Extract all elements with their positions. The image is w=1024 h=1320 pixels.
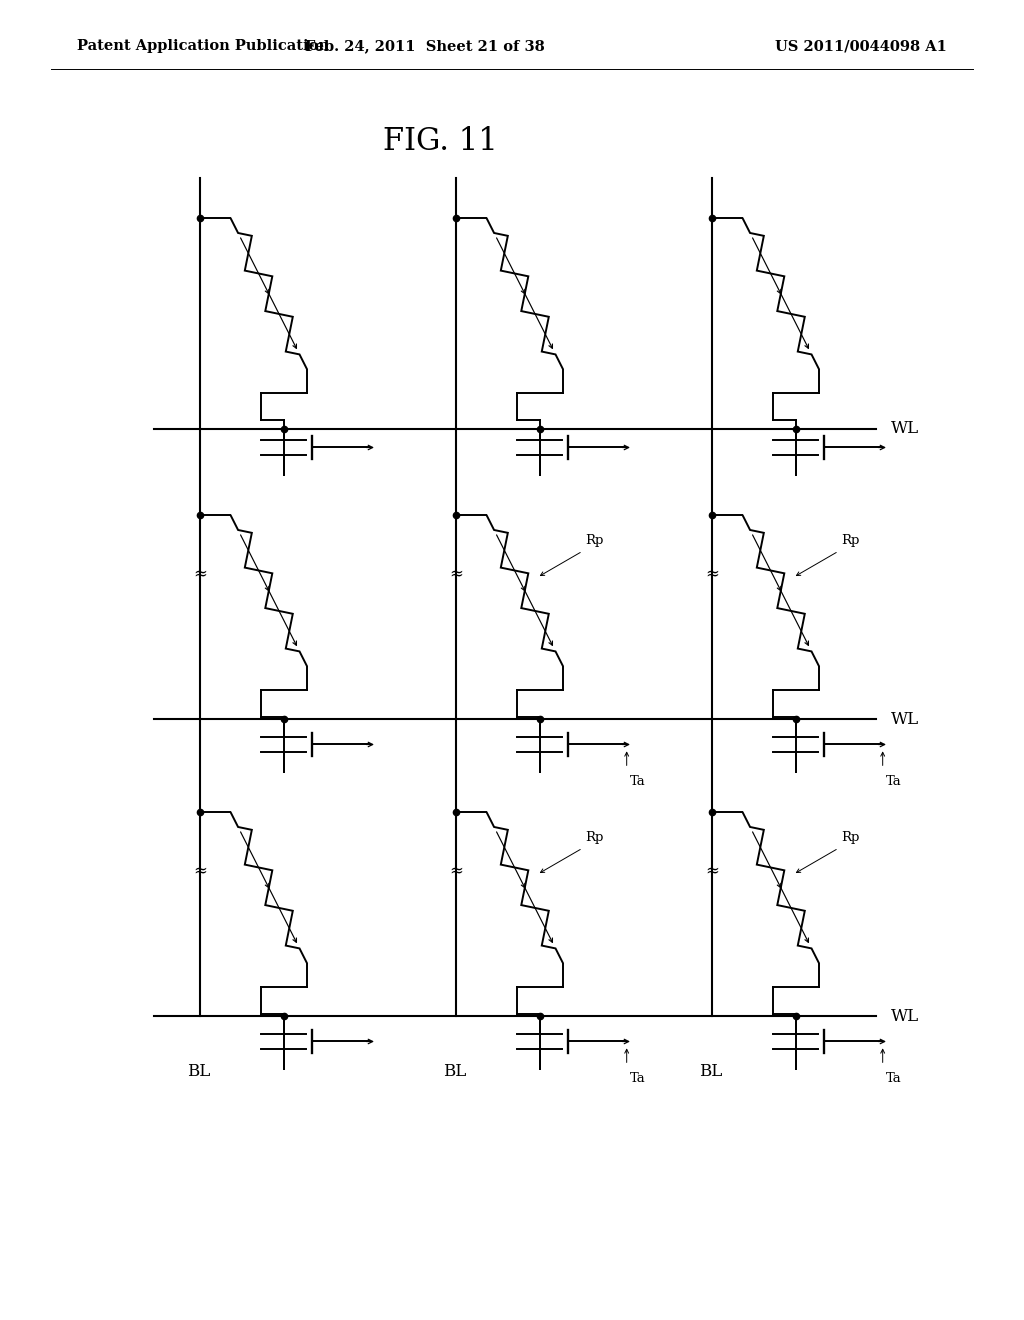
Text: BL: BL [699,1063,723,1080]
Text: ≈: ≈ [449,863,463,879]
Text: Rp: Rp [586,832,604,843]
Text: Ta: Ta [886,775,901,788]
Text: WL: WL [891,711,919,727]
Text: Feb. 24, 2011  Sheet 21 of 38: Feb. 24, 2011 Sheet 21 of 38 [305,40,545,53]
Text: BL: BL [443,1063,467,1080]
Text: ≈: ≈ [193,863,207,879]
Text: Patent Application Publication: Patent Application Publication [77,40,329,53]
Text: Rp: Rp [842,832,860,843]
Text: ≈: ≈ [705,566,719,582]
Text: ≈: ≈ [449,566,463,582]
Text: Rp: Rp [586,535,604,546]
Text: FIG. 11: FIG. 11 [383,125,498,157]
Text: Ta: Ta [886,1072,901,1085]
Text: BL: BL [187,1063,211,1080]
Text: ≈: ≈ [705,863,719,879]
Text: Rp: Rp [842,535,860,546]
Text: ≈: ≈ [193,566,207,582]
Text: Ta: Ta [630,1072,645,1085]
Text: US 2011/0044098 A1: US 2011/0044098 A1 [775,40,947,53]
Text: WL: WL [891,1008,919,1024]
Text: WL: WL [891,421,919,437]
Text: Ta: Ta [630,775,645,788]
